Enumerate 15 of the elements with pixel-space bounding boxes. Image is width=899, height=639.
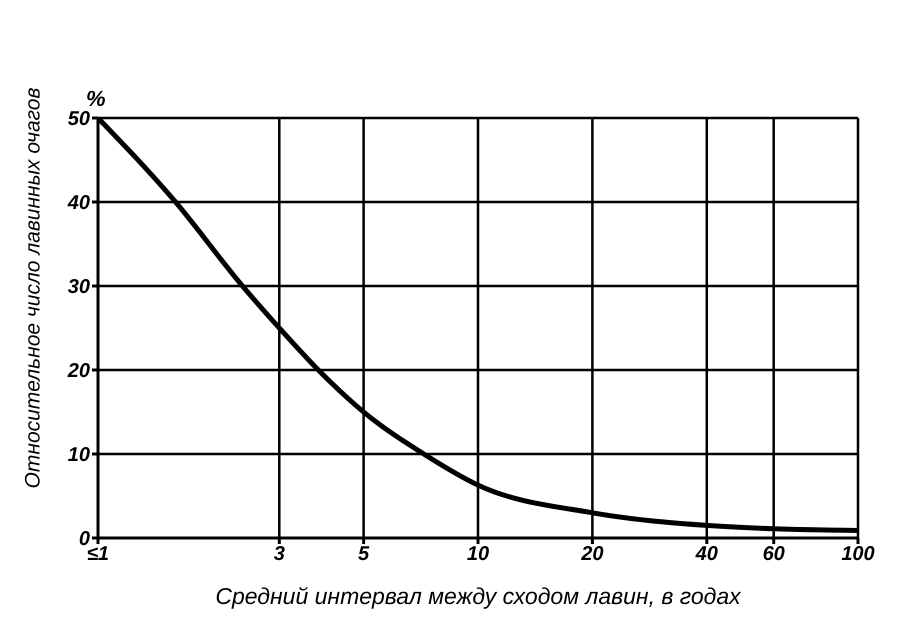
x-tick-label: 20: [580, 543, 604, 566]
y-tick-label: 30: [68, 276, 90, 298]
x-tick-label: 60: [762, 543, 785, 566]
x-tick-label: 3: [274, 543, 285, 566]
y-tick-label: 20: [66, 360, 90, 382]
y-tick-label: 10: [68, 444, 90, 466]
x-axis-title: Средний интервал между сходом лавин, в годах: [215, 583, 742, 609]
y-tick-label: 40: [66, 192, 90, 214]
x-tick-label: 5: [358, 543, 370, 566]
y-tick-label: 50: [68, 108, 90, 130]
x-tick-label: 10: [466, 543, 490, 566]
x-tick-label: 40: [694, 543, 718, 566]
text: %: [86, 86, 106, 111]
y-axis-title: Относительное число лавинных очагов: [21, 88, 44, 488]
x-tick-label: 100: [841, 543, 875, 566]
